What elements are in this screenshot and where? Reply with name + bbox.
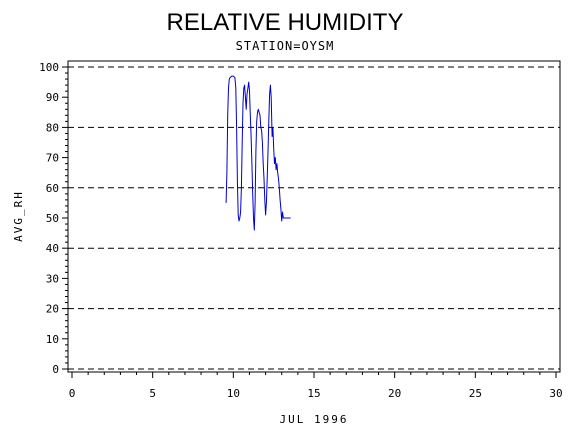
x-tick-label-5: 5 <box>149 387 156 400</box>
x-tick-label-20: 20 <box>388 387 401 400</box>
series-line-0 <box>225 75 291 231</box>
y-tick-label-70: 70 <box>46 152 59 165</box>
y-tick-label-80: 80 <box>46 121 59 134</box>
x-tick-label-30: 30 <box>549 387 562 400</box>
y-tick-label-20: 20 <box>46 303 59 316</box>
y-tick-label-60: 60 <box>46 182 59 195</box>
series-layer <box>225 75 291 231</box>
x-tick-label-0: 0 <box>69 387 76 400</box>
y-axis-title: AVG_RH <box>12 190 25 242</box>
y-tick-label-100: 100 <box>39 61 59 74</box>
x-tick-label-15: 15 <box>307 387 320 400</box>
chart-title: RELATIVE HUMIDITY <box>167 9 404 36</box>
y-tick-label-0: 0 <box>52 363 59 376</box>
y-tick-label-30: 30 <box>46 272 59 285</box>
y-tick-label-90: 90 <box>46 91 59 104</box>
x-axis-title: JUL 1996 <box>280 413 349 426</box>
y-tick-label-40: 40 <box>46 242 59 255</box>
x-axis: 0 5 10 15 20 25 30 <box>69 372 563 400</box>
x-tick-label-10: 10 <box>227 387 240 400</box>
y-axis: 0 10 20 30 40 50 60 70 80 90 100 <box>39 61 68 376</box>
reference-lines <box>68 66 560 370</box>
plot-frame <box>67 60 561 373</box>
y-tick-label-50: 50 <box>46 212 59 225</box>
chart-subtitle: STATION=OYSM <box>236 39 335 53</box>
x-tick-label-25: 25 <box>469 387 482 400</box>
y-tick-label-10: 10 <box>46 333 59 346</box>
